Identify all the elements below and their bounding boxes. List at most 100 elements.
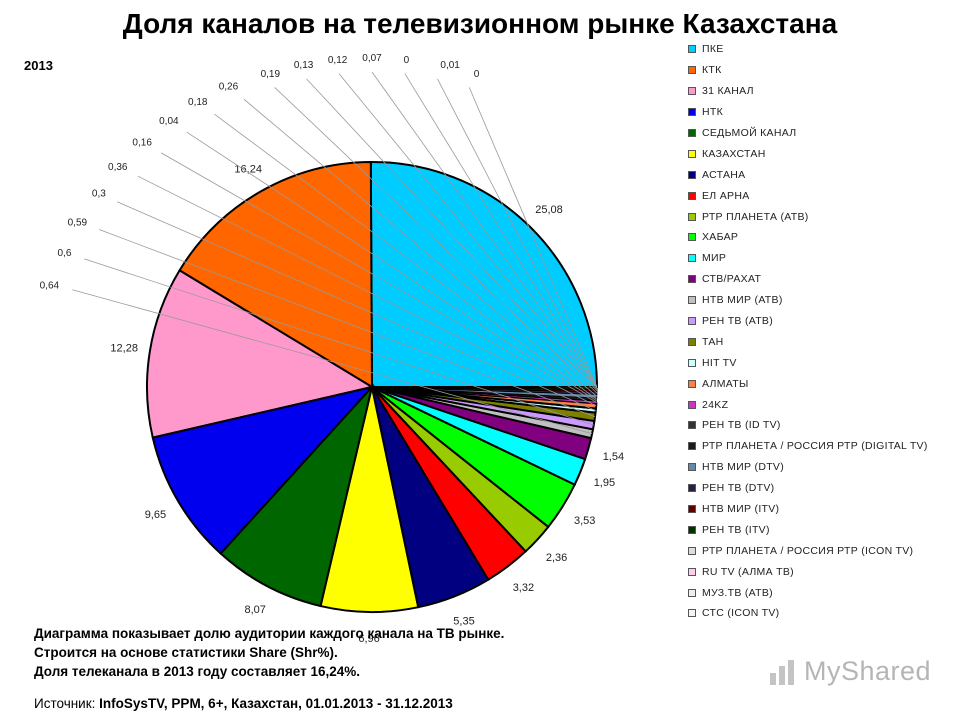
legend-swatch bbox=[688, 296, 696, 305]
legend-label: РЕН ТВ (ID TV) bbox=[702, 419, 781, 432]
leader-line bbox=[186, 131, 597, 402]
slice-value-label: 6,96 bbox=[358, 633, 379, 645]
legend-label: 31 КАНАЛ bbox=[702, 85, 754, 98]
legend-label: 24KZ bbox=[702, 398, 729, 411]
caption-line-3: Доля телеканала в 2013 году составляет 1… bbox=[34, 664, 361, 679]
slice-value-label: 12,28 bbox=[110, 342, 138, 354]
legend-label: НТВ МИР (DTV) bbox=[702, 461, 785, 474]
legend-item: ЕЛ АРНА bbox=[688, 185, 928, 206]
leader-line bbox=[243, 98, 598, 397]
legend-label: МУЗ.ТВ (АТВ) bbox=[702, 586, 773, 599]
legend-swatch bbox=[688, 588, 696, 597]
leader-line bbox=[274, 87, 598, 394]
legend-label: КАЗАХСТАН bbox=[702, 147, 766, 160]
legend-swatch bbox=[688, 66, 696, 75]
legend-swatch bbox=[688, 567, 696, 576]
slice-value-label: 0,6 bbox=[57, 248, 71, 259]
source-value: InfoSysTV, PPM, 6+, Казахстан, 01.01.201… bbox=[99, 696, 453, 711]
legend-label: ПКЕ bbox=[702, 43, 724, 56]
legend-item: РТР ПЛАНЕТА / РОССИЯ РТР (DIGITAL TV) bbox=[688, 436, 928, 457]
legend-swatch bbox=[688, 358, 696, 367]
legend-swatch bbox=[688, 254, 696, 263]
chart-legend: ПКЕ КТК 31 КАНАЛ НТК СЕДЬМОЙ КАНАЛ КАЗАХСТАН А… bbox=[688, 39, 928, 624]
leader-line bbox=[404, 73, 598, 388]
slice-value-label: 0,13 bbox=[294, 60, 314, 71]
slice-value-label: 0,16 bbox=[132, 138, 152, 149]
source-note: Источник: InfoSysTV, PPM, 6+, Казахстан,… bbox=[34, 696, 453, 711]
legend-item: ХАБАР bbox=[688, 227, 928, 248]
slice-value-label: 8,07 bbox=[244, 604, 265, 616]
slice-value-label: 0 bbox=[404, 55, 410, 66]
legend-label: РЕН ТВ (АТВ) bbox=[702, 315, 774, 328]
pie-slice bbox=[219, 383, 374, 608]
slice-value-label: 25,08 bbox=[535, 204, 563, 216]
legend-item: 31 КАНАЛ bbox=[688, 81, 928, 102]
legend-label: МИР bbox=[702, 252, 727, 265]
legend-label: ЕЛ АРНА bbox=[702, 189, 750, 202]
legend-label: НТК bbox=[702, 106, 724, 119]
page-title: Доля каналов на телевизионном рынке Каза… bbox=[122, 8, 838, 39]
slice-value-label: 0,3 bbox=[92, 189, 106, 200]
year-label: 2013 bbox=[24, 58, 53, 73]
leader-line bbox=[338, 73, 598, 390]
legend-swatch bbox=[688, 400, 696, 409]
watermark-text: MyShared bbox=[804, 656, 932, 686]
legend-swatch bbox=[688, 170, 696, 179]
legend-label: HIT TV bbox=[702, 356, 737, 369]
slice-value-label: 0,26 bbox=[219, 81, 239, 92]
source-label: Источник: bbox=[34, 696, 96, 711]
slice-value-label: 2,36 bbox=[546, 552, 567, 564]
legend-item: RU TV (АЛМА ТВ) bbox=[688, 561, 928, 582]
legend-item: НТВ МИР (АТВ) bbox=[688, 290, 928, 311]
legend-item: НТВ МИР (DTV) bbox=[688, 457, 928, 478]
legend-swatch bbox=[688, 546, 696, 555]
legend-item: СТС (ICON TV) bbox=[688, 603, 928, 624]
slice-value-label: 0,01 bbox=[440, 60, 460, 71]
leader-line bbox=[99, 229, 596, 418]
caption-line-1: Диаграмма показывает долю аудитории кажд… bbox=[34, 626, 505, 641]
slice-value-label: 0 bbox=[474, 69, 480, 80]
leader-line bbox=[214, 113, 597, 400]
legend-item: МУЗ.ТВ (АТВ) bbox=[688, 582, 928, 603]
legend-item: РЕН ТВ (АТВ) bbox=[688, 311, 928, 332]
pie-slice bbox=[369, 160, 599, 388]
legend-label: РЕН ТВ (DTV) bbox=[702, 482, 775, 495]
legend-swatch bbox=[688, 191, 696, 200]
legend-item: РТР ПЛАНЕТА / РОССИЯ РТР (ICON TV) bbox=[688, 540, 928, 561]
legend-item: РЕН ТВ (DTV) bbox=[688, 478, 928, 499]
legend-swatch bbox=[688, 108, 696, 117]
pie-slice bbox=[151, 385, 375, 555]
slice-value-label: 0,04 bbox=[159, 116, 179, 127]
legend-item: СЕДЬМОЙ КАНАЛ bbox=[688, 123, 928, 144]
legend-item: МИР bbox=[688, 248, 928, 269]
leader-line bbox=[371, 71, 598, 388]
slice-value-label: 1,54 bbox=[603, 451, 624, 463]
legend-swatch bbox=[688, 442, 696, 451]
slice-value-label: 0,36 bbox=[108, 162, 128, 173]
slice-value-label: 0,07 bbox=[362, 53, 382, 64]
leader-line bbox=[437, 78, 598, 388]
slice-value-label: 0,18 bbox=[188, 97, 208, 108]
legend-item: РЕН ТВ (ID TV) bbox=[688, 415, 928, 436]
bar-chart-icon bbox=[770, 659, 794, 685]
slice-value-label: 0,64 bbox=[40, 280, 60, 291]
legend-label: РТР ПЛАНЕТА / РОССИЯ РТР (ICON TV) bbox=[702, 544, 914, 557]
legend-swatch bbox=[688, 317, 696, 326]
legend-swatch bbox=[688, 337, 696, 346]
legend-label: ТАН bbox=[702, 335, 724, 348]
legend-item: АСТАНА bbox=[688, 164, 928, 185]
slice-value-label: 5,35 bbox=[453, 616, 474, 628]
pie-slice bbox=[178, 160, 374, 389]
slice-value-label: 0,12 bbox=[328, 55, 348, 66]
slice-value-label: 9,65 bbox=[145, 509, 166, 521]
legend-swatch bbox=[688, 87, 696, 96]
leader-line bbox=[137, 175, 597, 407]
legend-label: СТВ/РАХАТ bbox=[702, 273, 762, 286]
legend-label: КТК bbox=[702, 64, 722, 77]
legend-label: СЕДЬМОЙ КАНАЛ bbox=[702, 127, 797, 139]
legend-swatch bbox=[688, 484, 696, 493]
legend-item: 24KZ bbox=[688, 394, 928, 415]
leader-line bbox=[468, 87, 598, 388]
slice-value-label: 3,53 bbox=[574, 515, 595, 527]
